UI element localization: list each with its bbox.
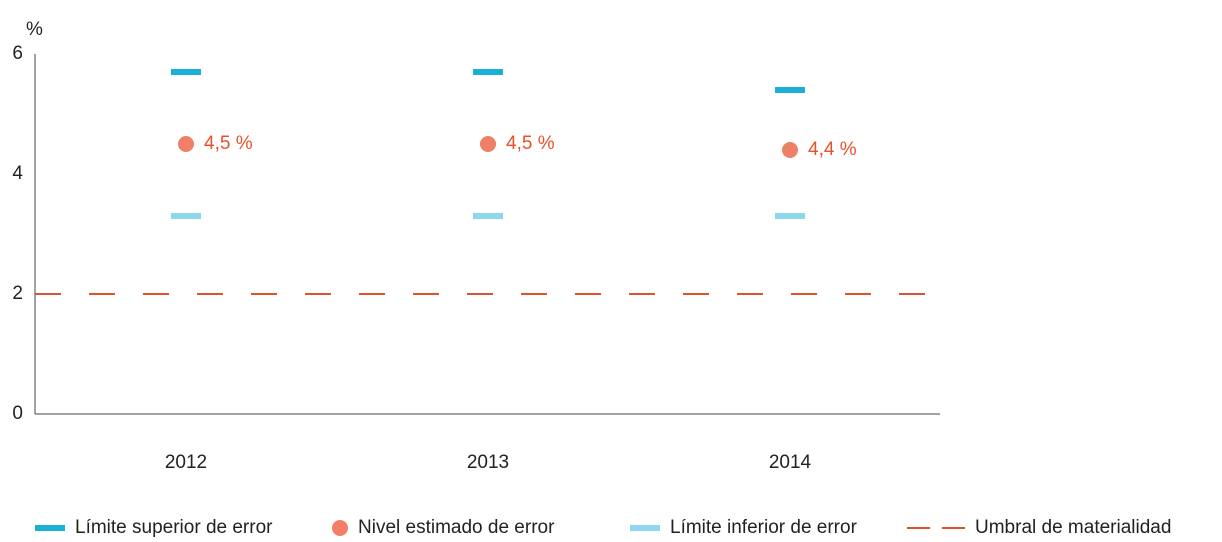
y-tick-label: 0 [12,403,23,424]
limit-dash [473,69,503,75]
estimate-dot [480,136,496,152]
legend-label: Nivel estimado de error [358,517,555,538]
y-tick-label: 6 [12,43,23,64]
legend-swatch [35,525,65,531]
y-tick-label: 2 [12,283,23,304]
legend-label: Umbral de materialidad [975,517,1171,538]
legend-swatch [630,525,660,531]
x-tick-label: 2013 [467,452,509,473]
estimate-dot [178,136,194,152]
value-label: 4,5 % [204,133,253,154]
legend-label: Límite superior de error [75,517,273,538]
value-label: 4,5 % [506,133,555,154]
legend-swatch [332,520,348,536]
limit-dash [775,87,805,93]
y-axis-unit: % [26,19,43,40]
y-tick-label: 4 [12,163,23,184]
legend-label: Límite inferior de error [670,517,858,538]
limit-dash [473,213,503,219]
limit-dash [775,213,805,219]
limit-dash [171,69,201,75]
estimate-dot [782,142,798,158]
limit-dash [171,213,201,219]
x-tick-label: 2012 [165,452,207,473]
x-tick-label: 2014 [769,452,812,473]
value-label: 4,4 % [808,139,857,160]
